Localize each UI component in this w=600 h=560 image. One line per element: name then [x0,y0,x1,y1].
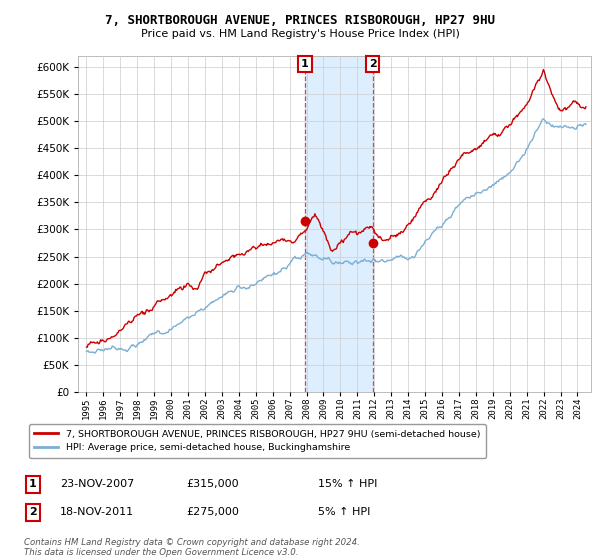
Text: 18-NOV-2011: 18-NOV-2011 [60,507,134,517]
Text: £315,000: £315,000 [186,479,239,489]
Text: 15% ↑ HPI: 15% ↑ HPI [318,479,377,489]
Text: 7, SHORTBOROUGH AVENUE, PRINCES RISBOROUGH, HP27 9HU: 7, SHORTBOROUGH AVENUE, PRINCES RISBOROU… [105,14,495,27]
Text: 23-NOV-2007: 23-NOV-2007 [60,479,134,489]
Text: Contains HM Land Registry data © Crown copyright and database right 2024.
This d: Contains HM Land Registry data © Crown c… [24,538,360,557]
Text: £275,000: £275,000 [186,507,239,517]
Text: 5% ↑ HPI: 5% ↑ HPI [318,507,370,517]
Text: 1: 1 [29,479,37,489]
Text: 2: 2 [369,59,376,69]
Bar [305,56,373,392]
Text: 1: 1 [301,59,309,69]
Text: Price paid vs. HM Land Registry's House Price Index (HPI): Price paid vs. HM Land Registry's House … [140,29,460,39]
Legend: 7, SHORTBOROUGH AVENUE, PRINCES RISBOROUGH, HP27 9HU (semi-detached house), HPI:: 7, SHORTBOROUGH AVENUE, PRINCES RISBOROU… [29,424,486,458]
Text: 2: 2 [29,507,37,517]
